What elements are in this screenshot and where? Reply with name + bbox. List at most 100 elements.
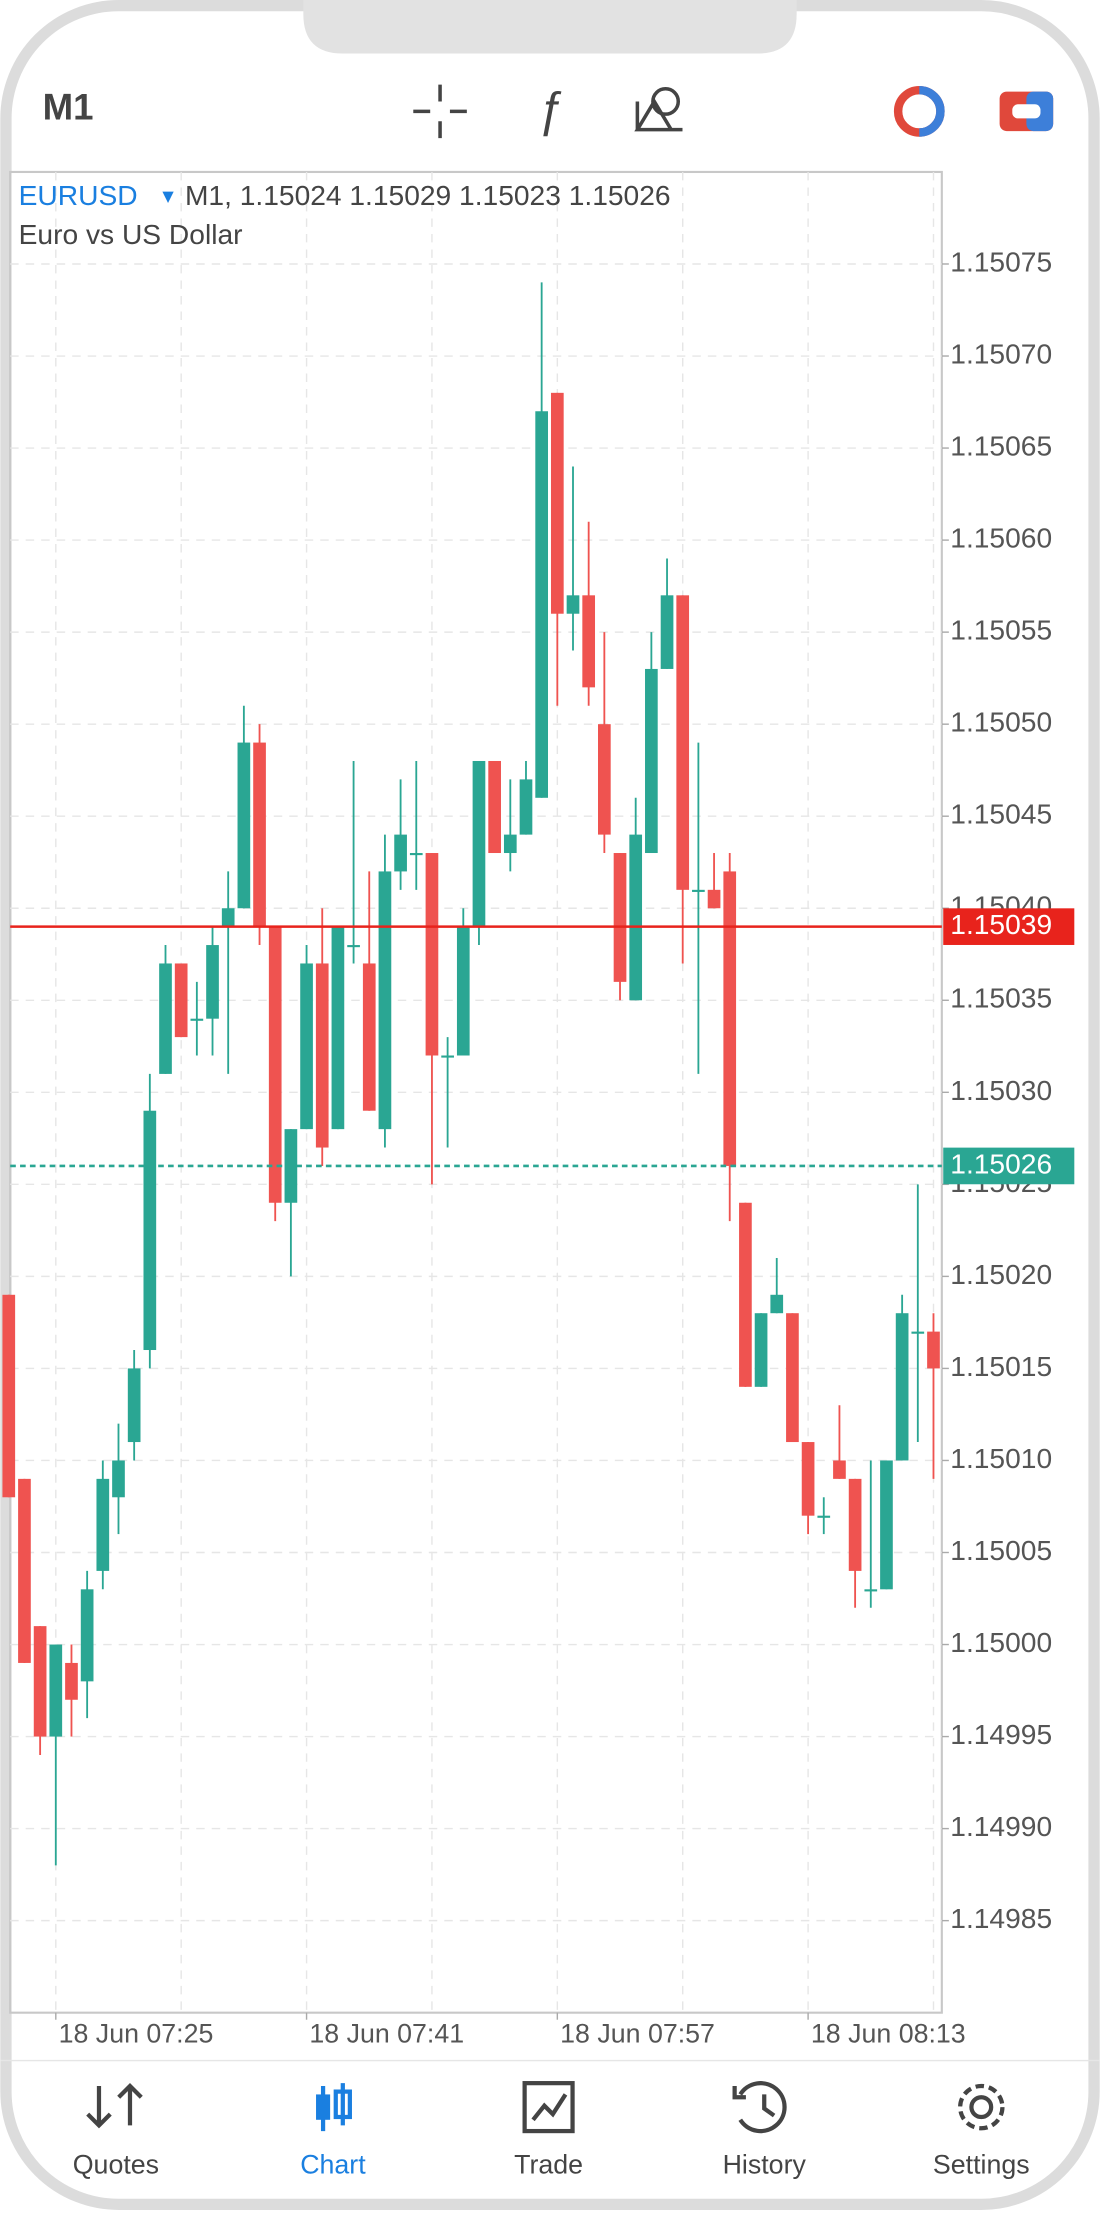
candle-body bbox=[895, 1313, 909, 1461]
candle-body bbox=[613, 853, 627, 982]
y-tick-label: 1.15015 bbox=[950, 1350, 1052, 1382]
y-tick-label: 1.15035 bbox=[950, 982, 1052, 1014]
candle-body bbox=[833, 1460, 846, 1479]
x-tick-label: 18 Jun 07:41 bbox=[309, 2018, 464, 2048]
candle-body bbox=[786, 1313, 799, 1443]
candle-body bbox=[331, 926, 345, 1130]
candle-body bbox=[425, 853, 439, 1056]
candle-body bbox=[441, 1055, 454, 1058]
candle-body bbox=[300, 963, 313, 1130]
candle-body bbox=[739, 1202, 752, 1387]
candle-body bbox=[566, 595, 580, 614]
y-tick-label: 1.15030 bbox=[950, 1074, 1052, 1106]
x-tick-label: 18 Jun 07:57 bbox=[560, 2018, 715, 2048]
candle-body bbox=[582, 595, 596, 688]
candle-body bbox=[645, 668, 658, 854]
candle-body bbox=[676, 595, 690, 890]
candle-body bbox=[237, 742, 251, 909]
crosshair-icon[interactable] bbox=[413, 84, 467, 139]
candle-body bbox=[817, 1515, 831, 1518]
candle-body bbox=[65, 1662, 78, 1700]
candle-body bbox=[503, 834, 517, 854]
candle-body bbox=[754, 1313, 768, 1387]
candle-body bbox=[911, 1331, 925, 1334]
account-icon[interactable] bbox=[893, 85, 945, 137]
candle-body bbox=[801, 1442, 815, 1516]
candle-body bbox=[362, 963, 376, 1111]
candle-body bbox=[49, 1644, 63, 1737]
candle-body bbox=[598, 724, 611, 835]
candle-body bbox=[629, 834, 643, 1001]
candle-body bbox=[18, 1478, 31, 1663]
price-label-bg bbox=[943, 1147, 1075, 1185]
candle-body bbox=[174, 963, 188, 1038]
nav-item[interactable]: Settings bbox=[933, 2149, 1030, 2179]
x-tick-label: 18 Jun 08:13 bbox=[811, 2018, 966, 2048]
candle-body bbox=[221, 908, 235, 927]
indicator-icon[interactable]: ƒ bbox=[537, 83, 564, 136]
y-tick-label: 1.14985 bbox=[950, 1902, 1052, 1934]
nav-item[interactable]: Quotes bbox=[73, 2149, 159, 2179]
objects-icon[interactable] bbox=[634, 87, 683, 132]
y-tick-label: 1.15070 bbox=[950, 337, 1052, 369]
y-tick-label: 1.15005 bbox=[950, 1534, 1052, 1566]
candle-body bbox=[96, 1478, 110, 1571]
x-tick-label: 18 Jun 07:25 bbox=[59, 2018, 214, 2048]
candle-body bbox=[848, 1478, 862, 1571]
description: Euro vs US Dollar bbox=[19, 218, 243, 250]
price-label: 1.15039 bbox=[950, 908, 1052, 940]
candle-body bbox=[206, 945, 219, 1019]
candle-body bbox=[143, 1110, 157, 1351]
candle-body bbox=[33, 1626, 47, 1737]
trade-icon[interactable] bbox=[999, 91, 1054, 132]
candle-body bbox=[253, 742, 266, 927]
candle-body bbox=[488, 760, 501, 854]
y-tick-label: 1.15000 bbox=[950, 1626, 1052, 1658]
candle-body bbox=[535, 411, 548, 798]
candle-body bbox=[472, 760, 486, 927]
y-tick-label: 1.15060 bbox=[950, 522, 1052, 554]
candle-body bbox=[692, 889, 705, 892]
y-tick-label: 1.14990 bbox=[950, 1810, 1052, 1842]
candle-body bbox=[660, 595, 674, 669]
nav-item[interactable]: Trade bbox=[514, 2149, 583, 2179]
y-tick-label: 1.15065 bbox=[950, 429, 1052, 461]
plot: 1.14985 1.14990 1.14995 1.15000 1.15005 1.150… bbox=[2, 171, 1075, 2048]
candle-body bbox=[456, 926, 470, 1056]
candle-body bbox=[770, 1294, 784, 1314]
ohlc-info: M1, 1.15024 1.15029 1.15023 1.15026 bbox=[185, 179, 671, 211]
symbol-arrow[interactable] bbox=[162, 191, 174, 203]
candle-body bbox=[378, 871, 392, 1130]
candle-body bbox=[112, 1460, 125, 1498]
candle-body bbox=[519, 779, 533, 835]
candle-body bbox=[550, 392, 564, 614]
candle-body bbox=[864, 1589, 878, 1592]
candle-body bbox=[159, 963, 172, 1074]
candle-body bbox=[2, 1294, 16, 1498]
price-label: 1.15026 bbox=[950, 1147, 1052, 1179]
candle-body bbox=[127, 1368, 141, 1443]
candle-body bbox=[347, 945, 360, 948]
y-tick-label: 1.15020 bbox=[950, 1258, 1052, 1290]
y-tick-label: 1.15050 bbox=[950, 706, 1052, 738]
nav-item[interactable]: Chart bbox=[300, 2149, 366, 2179]
y-tick-label: 1.14995 bbox=[950, 1718, 1052, 1750]
y-tick-label: 1.15045 bbox=[950, 798, 1052, 830]
nav-item[interactable]: History bbox=[723, 2149, 807, 2179]
candle-body bbox=[80, 1589, 94, 1682]
candle-body bbox=[190, 1018, 204, 1021]
y-tick-label: 1.15010 bbox=[950, 1442, 1052, 1474]
candle-body bbox=[880, 1460, 893, 1590]
symbol[interactable]: EURUSD bbox=[19, 179, 138, 211]
candle-body bbox=[409, 853, 423, 856]
candle-body bbox=[268, 926, 282, 1203]
nav-icons bbox=[86, 2081, 1005, 2134]
candle-body bbox=[315, 963, 329, 1148]
candle-body bbox=[394, 834, 407, 872]
notch bbox=[303, 0, 797, 54]
timeframe[interactable]: M1 bbox=[43, 87, 94, 128]
price-label-bg bbox=[943, 908, 1075, 945]
candle-body bbox=[723, 871, 737, 1166]
